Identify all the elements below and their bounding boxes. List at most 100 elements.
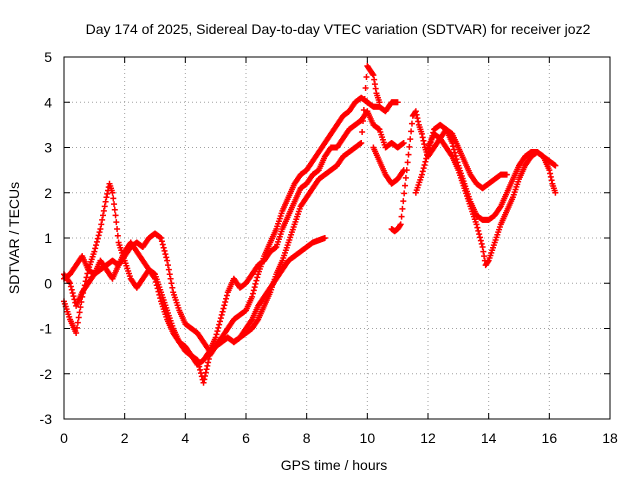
x-tick-label: 4: [181, 430, 189, 446]
data-point: [223, 295, 230, 302]
series-group: [370, 144, 407, 187]
data-point: [361, 96, 368, 103]
data-point: [164, 257, 171, 264]
data-point: [415, 118, 422, 125]
data-point: [451, 146, 457, 153]
data-point: [396, 222, 403, 229]
data-point: [112, 212, 119, 219]
data-point: [152, 275, 158, 282]
data-point: [159, 241, 166, 248]
data-point: [420, 137, 427, 144]
data-point: [213, 331, 220, 338]
data-point: [552, 162, 559, 169]
data-point: [358, 139, 365, 146]
data-point: [251, 284, 258, 291]
data-point: [222, 298, 229, 305]
data-point: [75, 314, 82, 321]
data-point: [200, 379, 207, 386]
data-point: [204, 362, 211, 369]
data-point: [421, 141, 428, 148]
data-point: [67, 283, 74, 290]
data-point: [156, 291, 163, 298]
data-point: [102, 198, 109, 205]
data-point: [162, 251, 169, 258]
data-point: [412, 108, 419, 115]
data-point: [205, 359, 212, 366]
data-point: [372, 85, 379, 92]
data-point: [481, 253, 488, 260]
data-point: [169, 284, 176, 291]
data-point: [398, 213, 405, 220]
data-point: [165, 266, 172, 273]
data-point: [414, 115, 421, 122]
data-point: [202, 369, 209, 376]
data-point: [214, 328, 221, 335]
data-point: [111, 206, 118, 213]
data-point: [203, 366, 210, 373]
data-point: [405, 151, 412, 158]
y-tick-label: 0: [44, 275, 52, 291]
data-point: [111, 201, 118, 208]
x-tick-label: 0: [60, 430, 68, 446]
y-tick-label: 2: [44, 185, 52, 201]
data-point: [76, 309, 83, 316]
data-point: [484, 258, 491, 265]
y-tick-label: 3: [44, 140, 52, 156]
data-point: [419, 168, 426, 175]
data-point: [100, 212, 106, 219]
data-point: [363, 74, 370, 81]
data-point: [250, 287, 257, 294]
data-point: [94, 235, 101, 242]
data-point: [100, 207, 107, 214]
data-point: [217, 315, 224, 322]
data-point: [406, 143, 413, 150]
y-tick-label: -1: [40, 321, 53, 337]
data-point: [216, 321, 223, 328]
data-point: [91, 248, 98, 255]
data-point: [83, 274, 90, 281]
data-point: [215, 324, 222, 331]
data-layer: [61, 63, 559, 386]
data-point: [202, 373, 209, 380]
x-tick-label: 8: [303, 430, 311, 446]
data-point: [404, 159, 411, 166]
y-tick-label: 4: [44, 94, 52, 110]
data-point: [77, 304, 84, 311]
data-point: [74, 324, 80, 331]
data-point: [152, 278, 159, 285]
data-point: [477, 237, 484, 244]
data-point: [476, 231, 483, 238]
data-point: [547, 173, 554, 180]
data-point: [359, 128, 366, 135]
data-point: [360, 107, 367, 114]
data-point: [99, 216, 106, 223]
data-point: [114, 225, 121, 232]
data-point: [408, 120, 415, 127]
data-point: [155, 288, 162, 295]
data-point: [420, 165, 427, 172]
data-point: [413, 111, 420, 118]
data-point: [253, 277, 260, 284]
data-point: [418, 171, 425, 178]
y-tick-label: 1: [44, 230, 52, 246]
data-point: [163, 254, 170, 261]
data-point: [158, 238, 165, 245]
data-point: [399, 205, 406, 212]
data-point: [96, 229, 103, 236]
data-point: [201, 376, 208, 383]
data-point: [424, 152, 431, 159]
data-point: [394, 99, 401, 106]
data-point: [221, 302, 228, 309]
data-point: [74, 319, 81, 326]
data-point: [371, 81, 378, 88]
data-point: [110, 195, 117, 202]
y-tick-label: -2: [40, 366, 53, 382]
data-point: [70, 293, 77, 300]
chart-title: Day 174 of 2025, Sidereal Day-to-day VTE…: [86, 21, 591, 37]
data-point: [165, 262, 171, 269]
data-point: [477, 234, 483, 241]
data-point: [92, 245, 99, 252]
series-group: [61, 108, 407, 368]
data-point: [371, 76, 378, 83]
